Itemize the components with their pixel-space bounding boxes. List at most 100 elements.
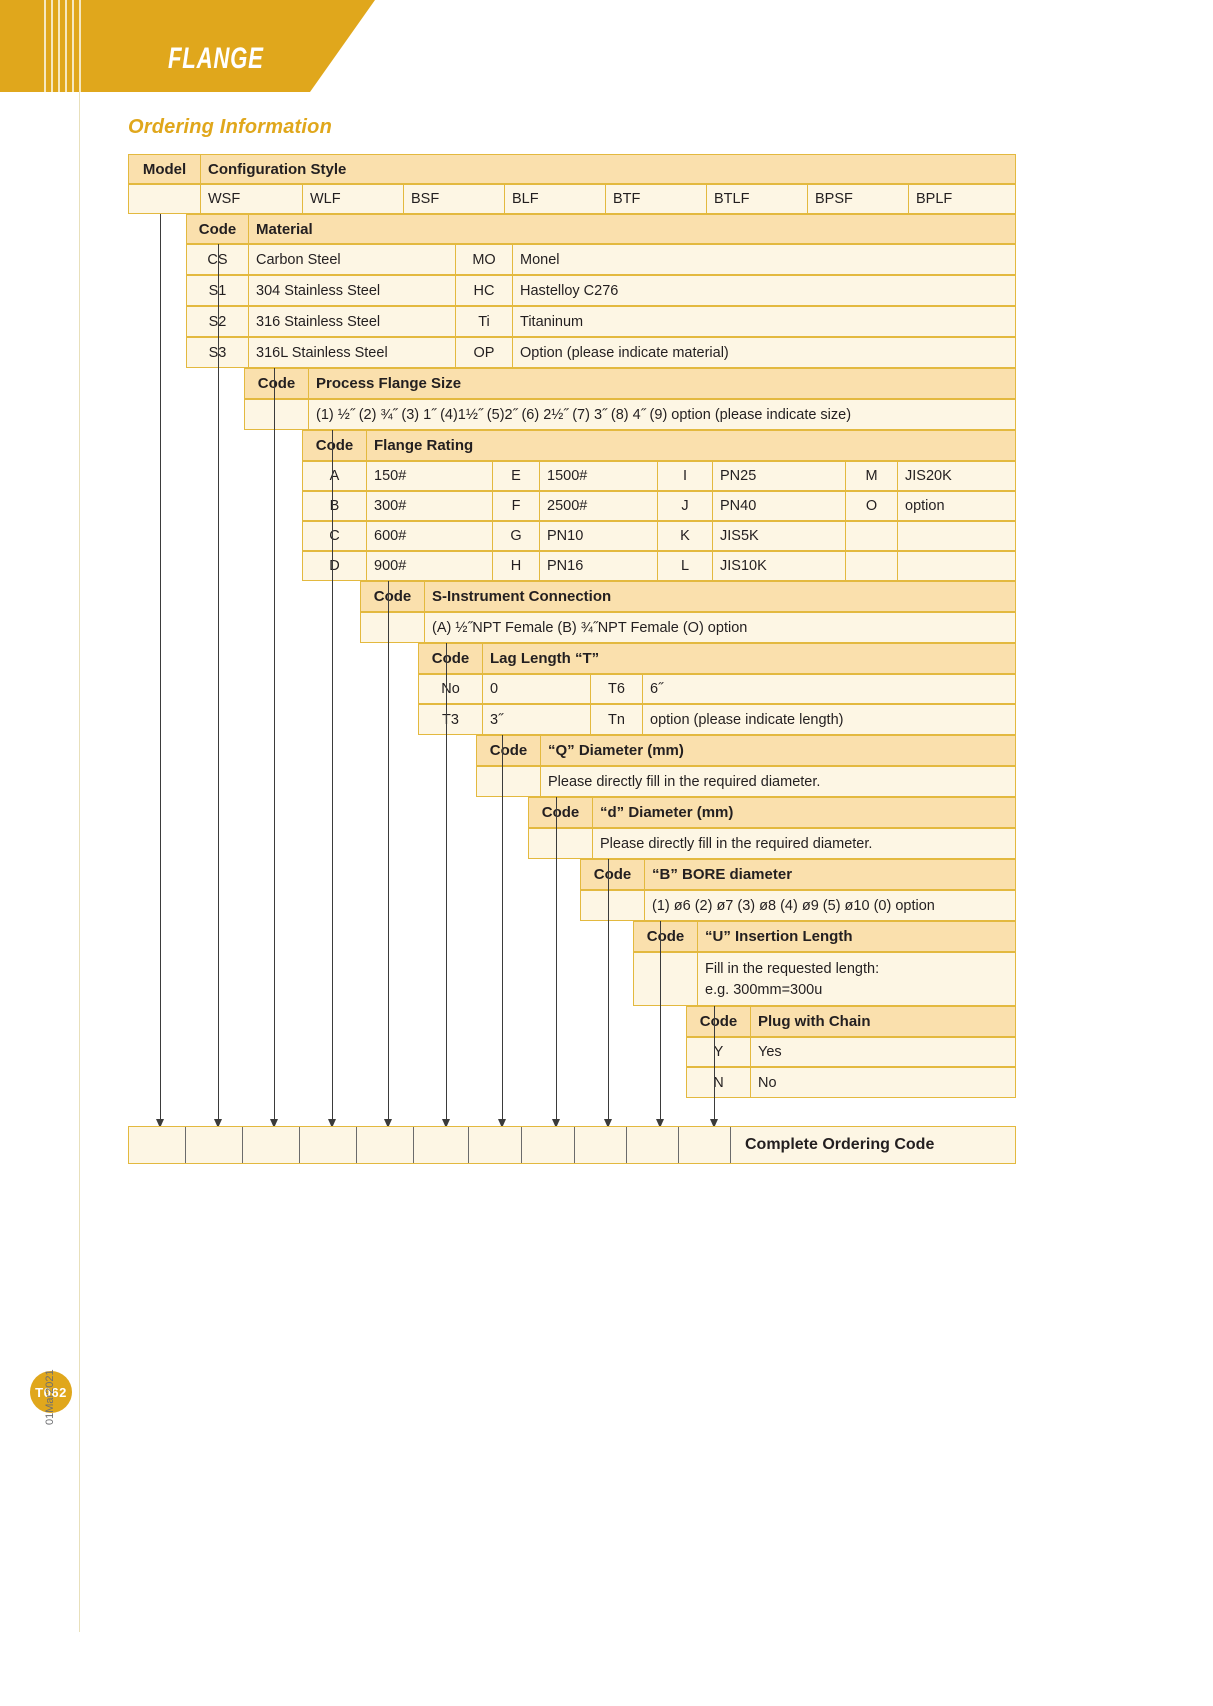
- row-q-diameter-value: Please directly fill in the required dia…: [476, 766, 1016, 797]
- ordering-code-slot-2[interactable]: [186, 1127, 243, 1163]
- table-row: T3 3˝ Tn option (please indicate length): [418, 704, 1016, 735]
- flange-rating-value-4: option: [905, 498, 945, 514]
- lag-length-code-2[interactable]: T6: [591, 675, 643, 703]
- flange-rating-value-2: 1500#: [540, 462, 658, 490]
- flow-arrow-lag-length: [498, 735, 506, 1128]
- lag-length-code-1[interactable]: T3: [419, 705, 483, 734]
- table-row: Y Yes: [686, 1037, 1016, 1067]
- flange-rating-title: Flange Rating: [374, 437, 474, 454]
- config-style-0[interactable]: WSF: [201, 185, 303, 213]
- config-style-7[interactable]: BPLF: [916, 191, 953, 207]
- flange-rating-code-3[interactable]: I: [658, 462, 713, 490]
- lag-length-code-1[interactable]: No: [419, 675, 483, 703]
- b-bore-options[interactable]: (1) ø6 (2) ø7 (3) ø8 (4) ø9 (5) ø10 (0) …: [652, 897, 935, 914]
- row-configuration-style-values: WSF WLF BSF BLF BTF BTLF BPSF BPLF: [128, 184, 1016, 214]
- ordering-code-slot-3[interactable]: [243, 1127, 300, 1163]
- plug-chain-code[interactable]: Y: [687, 1038, 751, 1066]
- ordering-code-slot-6[interactable]: [414, 1127, 469, 1163]
- ordering-code-slot-4[interactable]: [300, 1127, 357, 1163]
- ordering-code-slot-5[interactable]: [357, 1127, 414, 1163]
- q-diameter-instruction[interactable]: Please directly fill in the required dia…: [548, 773, 821, 790]
- ordering-code-slot-11[interactable]: [679, 1127, 731, 1163]
- material-code-2[interactable]: Ti: [456, 307, 513, 336]
- table-row: S2 316 Stainless Steel Ti Titaninum: [186, 306, 1016, 337]
- s-instrument-title: S-Instrument Connection: [432, 588, 612, 605]
- ordering-code-slot-10[interactable]: [627, 1127, 679, 1163]
- ordering-code-slot-8[interactable]: [522, 1127, 575, 1163]
- material-code[interactable]: S1: [187, 276, 249, 305]
- plug-chain-value: No: [758, 1074, 777, 1091]
- row-lag-length-header: Code Lag Length “T”: [418, 643, 1016, 674]
- material-code-2[interactable]: HC: [456, 276, 513, 305]
- flow-arrow-material: [270, 368, 278, 1128]
- flange-rating-value-3: PN25: [713, 462, 846, 490]
- flange-rating-value-4: [898, 552, 1015, 580]
- flange-rating-code-3[interactable]: J: [658, 492, 713, 520]
- flange-rating-code-4[interactable]: O: [846, 492, 898, 520]
- b-bore-blank: [581, 891, 645, 920]
- flange-rating-code-2[interactable]: E: [493, 462, 540, 490]
- plug-chain-code[interactable]: N: [687, 1068, 751, 1097]
- flange-rating-value-1: 900#: [367, 552, 493, 580]
- flange-rating-code-1[interactable]: A: [303, 462, 367, 490]
- flange-rating-code-1[interactable]: D: [303, 552, 367, 580]
- row-flange-rating-header: Code Flange Rating: [302, 430, 1016, 461]
- row-b-bore-values: (1) ø6 (2) ø7 (3) ø8 (4) ø9 (5) ø10 (0) …: [580, 890, 1016, 921]
- flange-rating-code-label: Code: [303, 431, 367, 460]
- material-name: 316 Stainless Steel: [249, 307, 456, 336]
- lag-length-code-2[interactable]: Tn: [591, 705, 643, 734]
- flange-rating-code-2[interactable]: H: [493, 552, 540, 580]
- ordering-code-slot-9[interactable]: [575, 1127, 627, 1163]
- flow-arrow-flange-rating: [384, 581, 392, 1128]
- flange-rating-code-4: [846, 522, 898, 550]
- row-d-diameter-value: Please directly fill in the required dia…: [528, 828, 1016, 859]
- material-name: 304 Stainless Steel: [249, 276, 456, 305]
- u-insertion-code-label: Code: [634, 922, 698, 951]
- flange-rating-value-1: 150#: [367, 462, 493, 490]
- ordering-code-slot-1[interactable]: [129, 1127, 186, 1163]
- material-code[interactable]: CS: [187, 245, 249, 274]
- u-insertion-title: “U” Insertion Length: [705, 928, 853, 945]
- material-code[interactable]: S3: [187, 338, 249, 367]
- material-code[interactable]: S2: [187, 307, 249, 336]
- row-u-insertion-header: Code “U” Insertion Length: [633, 921, 1016, 952]
- flange-rating-code-2[interactable]: F: [493, 492, 540, 520]
- flange-rating-value-1: 300#: [367, 492, 493, 520]
- page-number-badge: T062: [30, 1371, 72, 1413]
- d-diameter-instruction[interactable]: Please directly fill in the required dia…: [600, 835, 873, 852]
- material-name: 316L Stainless Steel: [249, 338, 456, 367]
- config-style-1[interactable]: WLF: [303, 185, 404, 213]
- flange-rating-code-4[interactable]: M: [846, 462, 898, 490]
- config-style-6[interactable]: BPSF: [808, 185, 909, 213]
- table-row: D 900# H PN16 L JIS10K: [302, 551, 1016, 581]
- config-style-3[interactable]: BLF: [505, 185, 606, 213]
- flange-rating-value-3: PN40: [713, 492, 846, 520]
- flow-arrow-config-style: [214, 244, 222, 1128]
- flow-arrow-s-instrument: [442, 643, 450, 1128]
- s-instrument-options[interactable]: (A) ½˝NPT Female (B) ¾˝NPT Female (O) op…: [432, 619, 748, 636]
- config-style-2[interactable]: BSF: [404, 185, 505, 213]
- process-flange-size-options[interactable]: (1) ½˝ (2) ¾˝ (3) 1˝ (4)1½˝ (5)2˝ (6) 2½…: [316, 406, 852, 423]
- u-insertion-instruction[interactable]: Fill in the requested length: e.g. 300mm…: [698, 953, 1015, 1005]
- banner-title: FLANGE: [168, 42, 264, 75]
- lag-length-value-1: 3˝: [483, 705, 591, 734]
- material-code-2[interactable]: MO: [456, 245, 513, 274]
- material-name-2: Option (please indicate material): [520, 344, 729, 361]
- flange-rating-value-1: 600#: [367, 522, 493, 550]
- q-diameter-title: “Q” Diameter (mm): [548, 742, 684, 759]
- material-code-2[interactable]: OP: [456, 338, 513, 367]
- flange-rating-code-3[interactable]: K: [658, 522, 713, 550]
- flange-rating-code-1[interactable]: B: [303, 492, 367, 520]
- config-style-4[interactable]: BTF: [606, 185, 707, 213]
- flange-rating-code-2[interactable]: G: [493, 522, 540, 550]
- table-row: No 0 T6 6˝: [418, 674, 1016, 704]
- lag-length-title: Lag Length “T”: [490, 650, 600, 667]
- flow-arrow-b-bore: [656, 921, 664, 1128]
- flange-rating-code-1[interactable]: C: [303, 522, 367, 550]
- config-style-5[interactable]: BTLF: [707, 185, 808, 213]
- material-name-2: Hastelloy C276: [520, 282, 619, 299]
- flange-rating-value-2: PN10: [540, 522, 658, 550]
- ordering-code-slot-7[interactable]: [469, 1127, 522, 1163]
- flange-rating-code-3[interactable]: L: [658, 552, 713, 580]
- flow-arrow-process-size: [328, 430, 336, 1128]
